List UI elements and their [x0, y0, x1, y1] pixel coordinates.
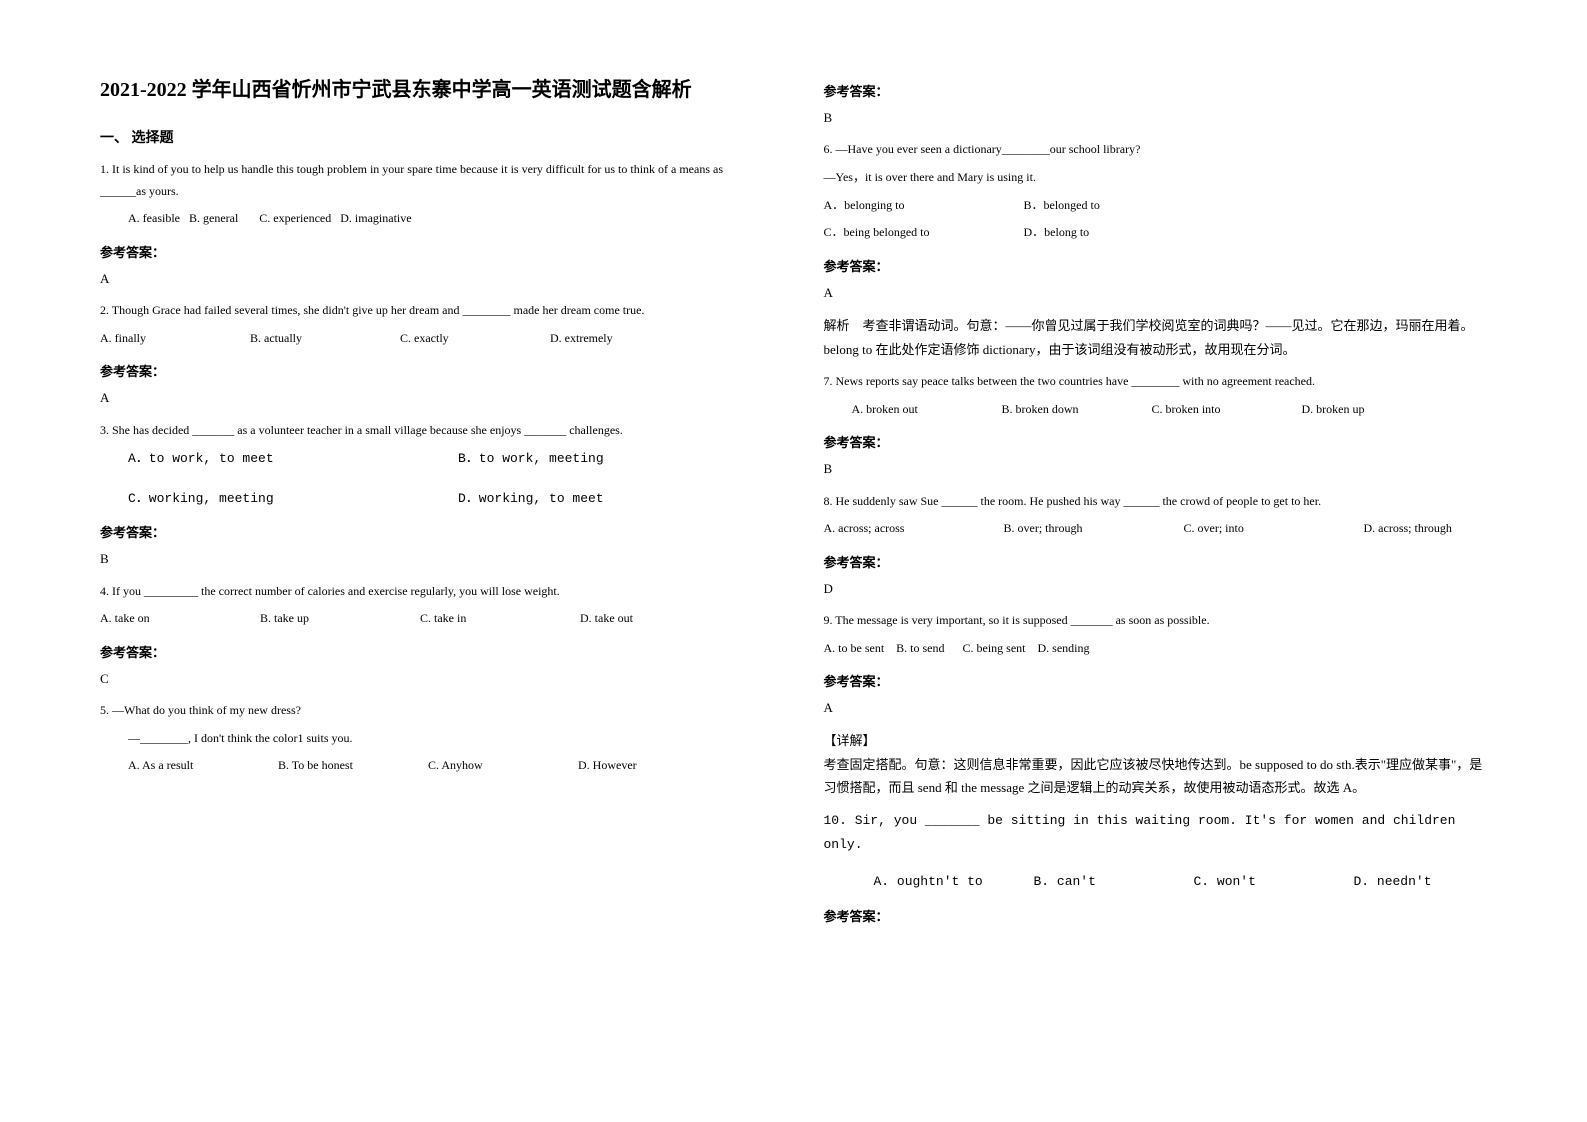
q8-opt-d: D. across; through [1364, 518, 1452, 540]
answer-label-10: 参考答案： [824, 906, 1488, 925]
q5-answer: B [824, 106, 1488, 129]
question-10-options: A. oughtn't to B. can't C. won't D. need… [824, 870, 1488, 893]
q9-opt-a: A. to be sent [824, 641, 885, 655]
q9-explanation: 考查固定搭配。句意：这则信息非常重要，因此它应该被尽快地传达到。be suppo… [824, 753, 1488, 800]
q8-opt-c: C. over; into [1184, 518, 1364, 540]
q5-opt-a: A. As a result [128, 755, 278, 777]
q7-opt-c: C. broken into [1152, 399, 1302, 421]
question-3-options-row2: C．working, meeting D．working, to meet [100, 487, 764, 510]
q8-opt-b: B. over; through [1004, 518, 1184, 540]
q5-opt-b: B. To be honest [278, 755, 428, 777]
q1-opt-c: C. experienced [259, 211, 331, 225]
answer-label-4: 参考答案： [100, 642, 764, 661]
question-3-text: 3. She has decided _______ as a voluntee… [100, 420, 764, 442]
question-6-line1: 6. —Have you ever seen a dictionary_____… [824, 139, 1488, 161]
q6-opt-c: C．being belonged to [824, 222, 1024, 244]
question-4-text: 4. If you _________ the correct number o… [100, 581, 764, 603]
question-8-text: 8. He suddenly saw Sue ______ the room. … [824, 491, 1488, 513]
q4-opt-b: B. take up [260, 608, 420, 630]
answer-label-7: 参考答案： [824, 432, 1488, 451]
q1-opt-d: D. imaginative [340, 211, 411, 225]
question-3-options-row1: A．to work, to meet B．to work, meeting [100, 447, 764, 470]
answer-label-8: 参考答案： [824, 552, 1488, 571]
q1-opt-b: B. general [189, 211, 238, 225]
q6-explanation: 解析 考查非谓语动词。句意：——你曾见过属于我们学校阅览室的词典吗？——见过。它… [824, 314, 1488, 361]
q9-opt-d: D. sending [1038, 641, 1090, 655]
q3-opt-c: C．working, meeting [128, 487, 458, 510]
answer-label-3: 参考答案： [100, 522, 764, 541]
q10-opt-b: B. can't [1034, 870, 1194, 893]
q4-opt-d: D. take out [580, 608, 633, 630]
question-1-text: 1. It is kind of you to help us handle t… [100, 159, 764, 202]
answer-label-9: 参考答案： [824, 671, 1488, 690]
q4-opt-c: C. take in [420, 608, 580, 630]
q6-opt-d: D．belong to [1024, 222, 1090, 244]
q4-answer: C [100, 667, 764, 690]
q10-opt-c: C. won't [1194, 870, 1354, 893]
right-column: 参考答案： B 6. —Have you ever seen a diction… [824, 75, 1488, 1047]
q3-opt-a: A．to work, to meet [128, 447, 458, 470]
q3-answer: B [100, 547, 764, 570]
question-6-options-row1: A．belonging to B．belonged to [824, 195, 1488, 217]
question-2-text: 2. Though Grace had failed several times… [100, 300, 764, 322]
question-7-options: A. broken out B. broken down C. broken i… [824, 399, 1488, 421]
q1-opt-a: A. feasible [128, 211, 180, 225]
q7-answer: B [824, 457, 1488, 480]
q5-opt-c: C. Anyhow [428, 755, 578, 777]
answer-label-5: 参考答案： [824, 81, 1488, 100]
page-title: 2021-2022 学年山西省忻州市宁武县东寨中学高一英语测试题含解析 [100, 75, 764, 105]
question-6-options-row2: C．being belonged to D．belong to [824, 222, 1488, 244]
q2-opt-b: B. actually [250, 328, 400, 350]
q10-opt-a: A. oughtn't to [874, 870, 1034, 893]
question-9-text: 9. The message is very important, so it … [824, 610, 1488, 632]
q9-answer: A [824, 696, 1488, 719]
q7-opt-a: A. broken out [852, 399, 1002, 421]
q2-answer: A [100, 386, 764, 409]
q6-answer: A [824, 281, 1488, 304]
question-5-options: A. As a result B. To be honest C. Anyhow… [100, 755, 764, 777]
q7-opt-d: D. broken up [1302, 399, 1365, 421]
q8-opt-a: A. across; across [824, 518, 1004, 540]
q2-opt-c: C. exactly [400, 328, 550, 350]
q3-opt-b: B．to work, meeting [458, 447, 604, 470]
q6-opt-b: B．belonged to [1024, 195, 1100, 217]
q6-opt-a: A．belonging to [824, 195, 1024, 217]
q2-opt-d: D. extremely [550, 328, 613, 350]
detail-label: 【详解】 [824, 730, 1488, 749]
q4-opt-a: A. take on [100, 608, 260, 630]
q9-opt-b: B. to send [896, 641, 944, 655]
answer-label-1: 参考答案： [100, 242, 764, 261]
q7-opt-b: B. broken down [1002, 399, 1152, 421]
question-1-options: A. feasible B. general C. experienced D.… [100, 208, 764, 230]
section-heading: 一、 选择题 [100, 127, 764, 147]
q10-opt-d: D. needn't [1354, 870, 1432, 893]
q9-opt-c: C. being sent [963, 641, 1026, 655]
answer-label-2: 参考答案： [100, 361, 764, 380]
q2-opt-a: A. finally [100, 328, 250, 350]
answer-label-6: 参考答案： [824, 256, 1488, 275]
q8-answer: D [824, 577, 1488, 600]
question-5-line1: 5. —What do you think of my new dress? [100, 700, 764, 722]
question-9-options: A. to be sent B. to send C. being sent D… [824, 638, 1488, 660]
question-2-options: A. finally B. actually C. exactly D. ext… [100, 328, 764, 350]
q1-answer: A [100, 267, 764, 290]
q5-opt-d: D. However [578, 755, 637, 777]
question-10-text: 10. Sir, you _______ be sitting in this … [824, 809, 1488, 856]
question-4-options: A. take on B. take up C. take in D. take… [100, 608, 764, 630]
left-column: 2021-2022 学年山西省忻州市宁武县东寨中学高一英语测试题含解析 一、 选… [100, 75, 764, 1047]
question-8-options: A. across; across B. over; through C. ov… [824, 518, 1488, 540]
q3-opt-d: D．working, to meet [458, 487, 604, 510]
question-6-line2: —Yes，it is over there and Mary is using … [824, 167, 1488, 189]
question-5-line2: —________, I don't think the color1 suit… [100, 728, 764, 750]
question-7-text: 7. News reports say peace talks between … [824, 371, 1488, 393]
